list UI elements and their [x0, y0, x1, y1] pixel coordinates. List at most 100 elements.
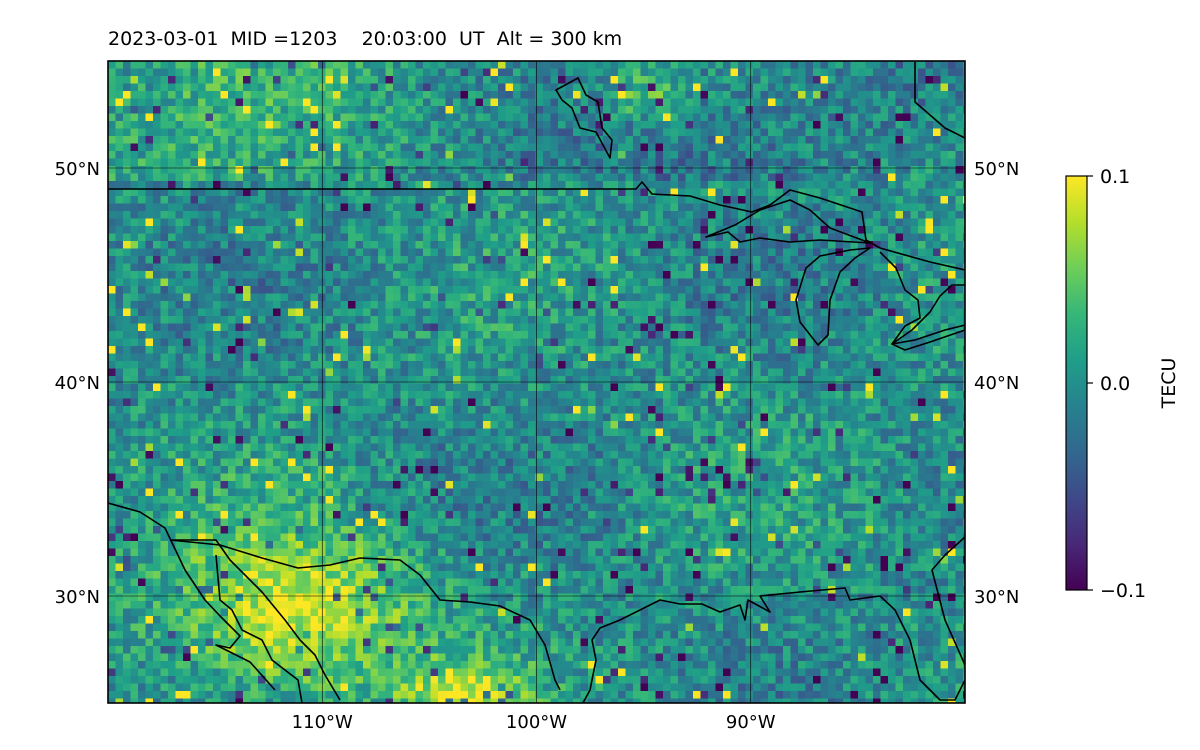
heatmap-cell	[273, 76, 282, 85]
heatmap-cell	[160, 83, 169, 92]
heatmap-cell	[940, 323, 949, 332]
heatmap-cell	[175, 203, 184, 212]
heatmap-cell	[288, 106, 297, 115]
heatmap-cell	[603, 338, 612, 347]
heatmap-cell	[445, 113, 454, 122]
heatmap-cell	[955, 301, 964, 310]
heatmap-cell	[715, 233, 724, 242]
heatmap-cell	[648, 331, 657, 340]
heatmap-cell	[115, 113, 124, 122]
heatmap-cell	[130, 256, 139, 265]
heatmap-cell	[873, 83, 882, 92]
heatmap-cell	[498, 158, 507, 167]
heatmap-cell	[888, 83, 897, 92]
heatmap-cell	[310, 128, 319, 137]
heatmap-cell	[888, 76, 897, 85]
heatmap-cell	[925, 263, 934, 272]
heatmap-cell	[963, 181, 965, 190]
heatmap-cell	[340, 278, 349, 287]
heatmap-cell	[708, 113, 717, 122]
heatmap-cell	[190, 173, 199, 182]
heatmap-cell	[940, 166, 949, 175]
heatmap-cell	[588, 293, 597, 302]
heatmap-cell	[513, 196, 522, 205]
heatmap-cell	[610, 166, 619, 175]
heatmap-cell	[663, 271, 672, 280]
heatmap-cell	[490, 83, 499, 92]
heatmap-cell	[363, 181, 372, 190]
heatmap-cell	[123, 188, 132, 197]
heatmap-cell	[745, 248, 754, 257]
heatmap-cell	[235, 166, 244, 175]
heatmap-cell	[468, 286, 477, 295]
heatmap-cell	[490, 331, 499, 340]
heatmap-cell	[700, 68, 709, 77]
heatmap-cell	[325, 346, 334, 355]
heatmap-cell	[228, 61, 237, 70]
heatmap-cell	[303, 226, 312, 235]
heatmap-cell	[205, 278, 214, 287]
heatmap-cell	[745, 346, 754, 355]
heatmap-cell	[303, 286, 312, 295]
heatmap-cell	[130, 61, 139, 70]
heatmap-cell	[783, 83, 792, 92]
heatmap-cell	[948, 301, 957, 310]
heatmap-cell	[798, 181, 807, 190]
heatmap-cell	[745, 136, 754, 145]
heatmap-cell	[348, 346, 357, 355]
heatmap-cell	[858, 91, 867, 100]
heatmap-cell	[693, 181, 702, 190]
heatmap-cell	[820, 301, 829, 310]
heatmap-cell	[235, 218, 244, 227]
heatmap-cell	[715, 98, 724, 107]
heatmap-cell	[790, 263, 799, 272]
heatmap-cell	[145, 91, 154, 100]
heatmap-cell	[663, 256, 672, 265]
heatmap-cell	[640, 113, 649, 122]
heatmap-cell	[168, 68, 177, 77]
heatmap-cell	[565, 166, 574, 175]
heatmap-cell	[610, 158, 619, 167]
heatmap-cell	[858, 368, 867, 377]
heatmap-cell	[168, 121, 177, 130]
heatmap-cell	[445, 271, 454, 280]
heatmap-cell	[640, 241, 649, 250]
heatmap-cell	[138, 113, 147, 122]
heatmap-cell	[678, 241, 687, 250]
heatmap-cell	[648, 233, 657, 242]
heatmap-cell	[768, 256, 777, 265]
heatmap-cell	[685, 233, 694, 242]
heatmap-cell	[678, 151, 687, 160]
heatmap-cell	[265, 383, 274, 392]
heatmap-cell	[580, 316, 589, 325]
heatmap-cell	[535, 233, 544, 242]
heatmap-cell	[160, 226, 169, 235]
heatmap-cell	[820, 113, 829, 122]
heatmap-cell	[618, 173, 627, 182]
heatmap-cell	[438, 248, 447, 257]
heatmap-cell	[400, 256, 409, 265]
heatmap-cell	[130, 188, 139, 197]
heatmap-cell	[130, 76, 139, 85]
heatmap-cell	[618, 61, 627, 70]
heatmap-cell	[445, 338, 454, 347]
heatmap-cell	[138, 91, 147, 100]
heatmap-cell	[190, 383, 199, 392]
heatmap-cell	[955, 353, 964, 362]
heatmap-cell	[963, 376, 965, 385]
heatmap-cell	[880, 196, 889, 205]
heatmap-cell	[115, 286, 124, 295]
heatmap-cell	[273, 263, 282, 272]
heatmap-cell	[865, 173, 874, 182]
heatmap-cell	[475, 173, 484, 182]
heatmap-cell	[760, 301, 769, 310]
heatmap-cell	[843, 188, 852, 197]
heatmap-cell	[168, 128, 177, 137]
heatmap-cell	[348, 98, 357, 107]
heatmap-cell	[918, 128, 927, 137]
heatmap-cell	[618, 128, 627, 137]
heatmap-cell	[693, 278, 702, 287]
heatmap-cell	[183, 301, 192, 310]
heatmap-cell	[678, 211, 687, 220]
heatmap-cell	[423, 293, 432, 302]
